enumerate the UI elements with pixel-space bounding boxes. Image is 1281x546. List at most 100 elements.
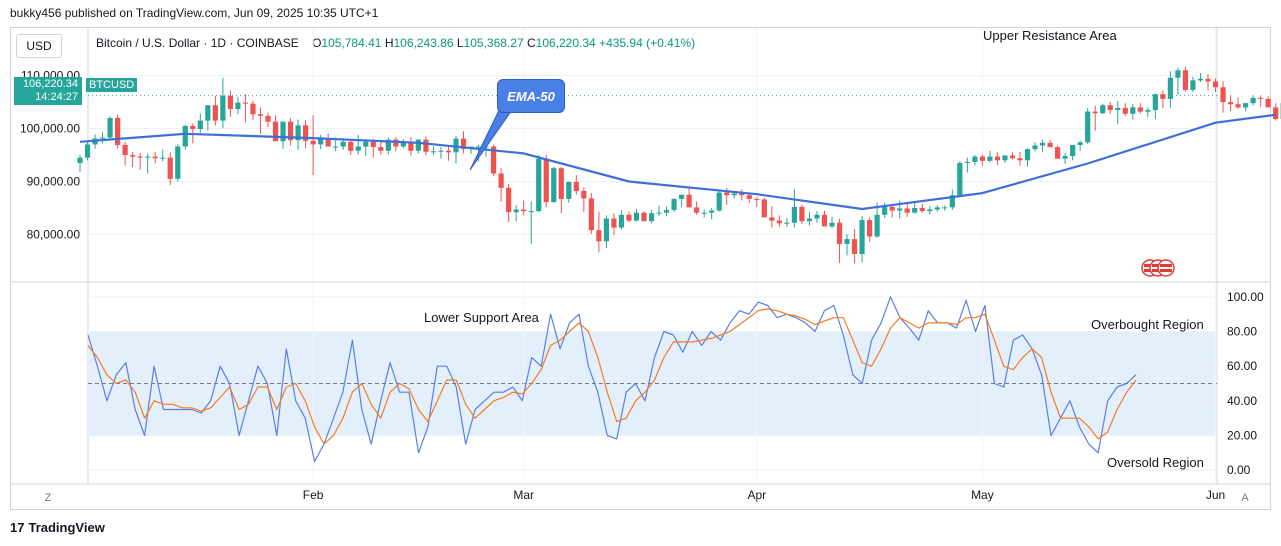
symbol-tag: BTCUSD bbox=[86, 78, 138, 92]
candle-body bbox=[513, 209, 519, 213]
candle-body bbox=[99, 137, 106, 139]
candle-body bbox=[310, 140, 316, 145]
candle-body bbox=[333, 146, 339, 148]
candle-body bbox=[378, 147, 384, 151]
month-tick-label: Jun bbox=[1206, 488, 1225, 502]
price-tick-label: 100,000.00 bbox=[20, 122, 80, 136]
candle-body bbox=[784, 222, 790, 224]
change-value: +435.94 (+0.41%) bbox=[599, 36, 696, 50]
candle-body bbox=[776, 220, 782, 224]
candle-body bbox=[1077, 142, 1083, 145]
candle-body bbox=[1130, 107, 1136, 114]
candle-body bbox=[265, 115, 271, 122]
candle-body bbox=[363, 141, 369, 147]
candle-body bbox=[1017, 158, 1023, 161]
candle-body bbox=[558, 168, 564, 199]
low-value: 105,368.27 bbox=[463, 36, 524, 50]
candle-body bbox=[754, 198, 760, 200]
candle-body bbox=[257, 114, 264, 116]
candle-body bbox=[1227, 102, 1234, 105]
candle-body bbox=[806, 218, 813, 222]
candle-body bbox=[295, 125, 301, 141]
tradingview-logo-icon: 17 bbox=[10, 520, 25, 535]
stoch-tick-label: 100.00 bbox=[1227, 290, 1264, 304]
candle-body bbox=[731, 193, 737, 196]
candle-body bbox=[1243, 103, 1249, 108]
candle-body bbox=[686, 194, 692, 208]
candle-body bbox=[1175, 70, 1181, 78]
candle-body bbox=[145, 156, 151, 158]
candle-body bbox=[197, 120, 203, 130]
events-flag-icon bbox=[1160, 264, 1172, 267]
tradingview-brand: 17 TradingView bbox=[10, 520, 105, 535]
candle-body bbox=[1190, 80, 1196, 90]
candle-body bbox=[1047, 142, 1053, 148]
low-label: L bbox=[456, 36, 464, 50]
candle-body bbox=[814, 214, 820, 219]
overbought-label: Overbought Region bbox=[1091, 317, 1204, 332]
candle-body bbox=[498, 173, 504, 188]
candle-body bbox=[919, 207, 925, 212]
candle-body bbox=[400, 141, 406, 147]
symbol-text: Bitcoin / U.S. Dollar · 1D · COINBASE bbox=[96, 36, 299, 50]
stoch-tick-label: 80.00 bbox=[1227, 325, 1257, 339]
candle-body bbox=[190, 125, 196, 130]
z-scale-button[interactable]: Z bbox=[44, 492, 52, 504]
month-tick-label: Feb bbox=[303, 488, 324, 502]
stoch-tick-label: 60.00 bbox=[1227, 359, 1257, 373]
candle-body bbox=[987, 156, 993, 161]
candle-body bbox=[957, 162, 963, 196]
candle-body bbox=[220, 95, 226, 121]
candle-body bbox=[949, 195, 955, 208]
candle-body bbox=[453, 138, 459, 153]
candle-body bbox=[1205, 78, 1211, 82]
candle-body bbox=[588, 198, 594, 231]
candle-body bbox=[160, 157, 166, 159]
auto-scale-button[interactable]: A bbox=[1241, 492, 1249, 504]
candle-body bbox=[761, 199, 767, 218]
candle-body bbox=[430, 151, 437, 153]
candle-body bbox=[821, 214, 828, 227]
high-label: H bbox=[384, 36, 394, 50]
month-tick-label: Apr bbox=[747, 488, 766, 502]
stoch-k-line bbox=[87, 296, 1137, 463]
candle-body bbox=[1197, 78, 1204, 81]
candle-body bbox=[182, 125, 188, 147]
candle-body bbox=[769, 217, 775, 221]
candle-body bbox=[573, 181, 579, 191]
candle-body bbox=[836, 222, 843, 244]
candle-body bbox=[1152, 94, 1158, 111]
candle-body bbox=[979, 156, 985, 161]
candle-body bbox=[1145, 110, 1151, 112]
candle-body bbox=[287, 121, 294, 141]
month-tick-label: Mar bbox=[513, 488, 534, 502]
candle-body bbox=[927, 209, 933, 212]
publisher-line: bukky456 published on TradingView.com, J… bbox=[10, 6, 379, 20]
candle-body bbox=[1212, 81, 1219, 88]
candle-body bbox=[851, 239, 858, 254]
candle-body bbox=[1182, 70, 1189, 90]
candle-body bbox=[633, 212, 640, 221]
candle-body bbox=[438, 150, 444, 152]
bar-countdown: 14:24:27 bbox=[35, 91, 78, 103]
candle-body bbox=[272, 121, 279, 142]
candle-body bbox=[1009, 155, 1016, 159]
currency-unit-button[interactable]: USD bbox=[16, 34, 62, 58]
candle-body bbox=[1055, 147, 1061, 159]
candle-body bbox=[874, 214, 880, 237]
candle-body bbox=[445, 150, 452, 153]
candle-body bbox=[581, 190, 587, 199]
candle-body bbox=[626, 214, 632, 221]
candle-body bbox=[235, 102, 241, 109]
candle-body bbox=[408, 141, 414, 151]
candle-body bbox=[1092, 111, 1098, 114]
stoch-tick-label: 40.00 bbox=[1227, 394, 1257, 408]
candle-body bbox=[460, 138, 467, 150]
candle-body bbox=[355, 146, 361, 151]
candle-body bbox=[912, 207, 918, 213]
candle-body bbox=[242, 102, 249, 104]
candle-body bbox=[84, 144, 91, 158]
candle-body bbox=[528, 211, 534, 213]
candle-body bbox=[724, 192, 730, 196]
